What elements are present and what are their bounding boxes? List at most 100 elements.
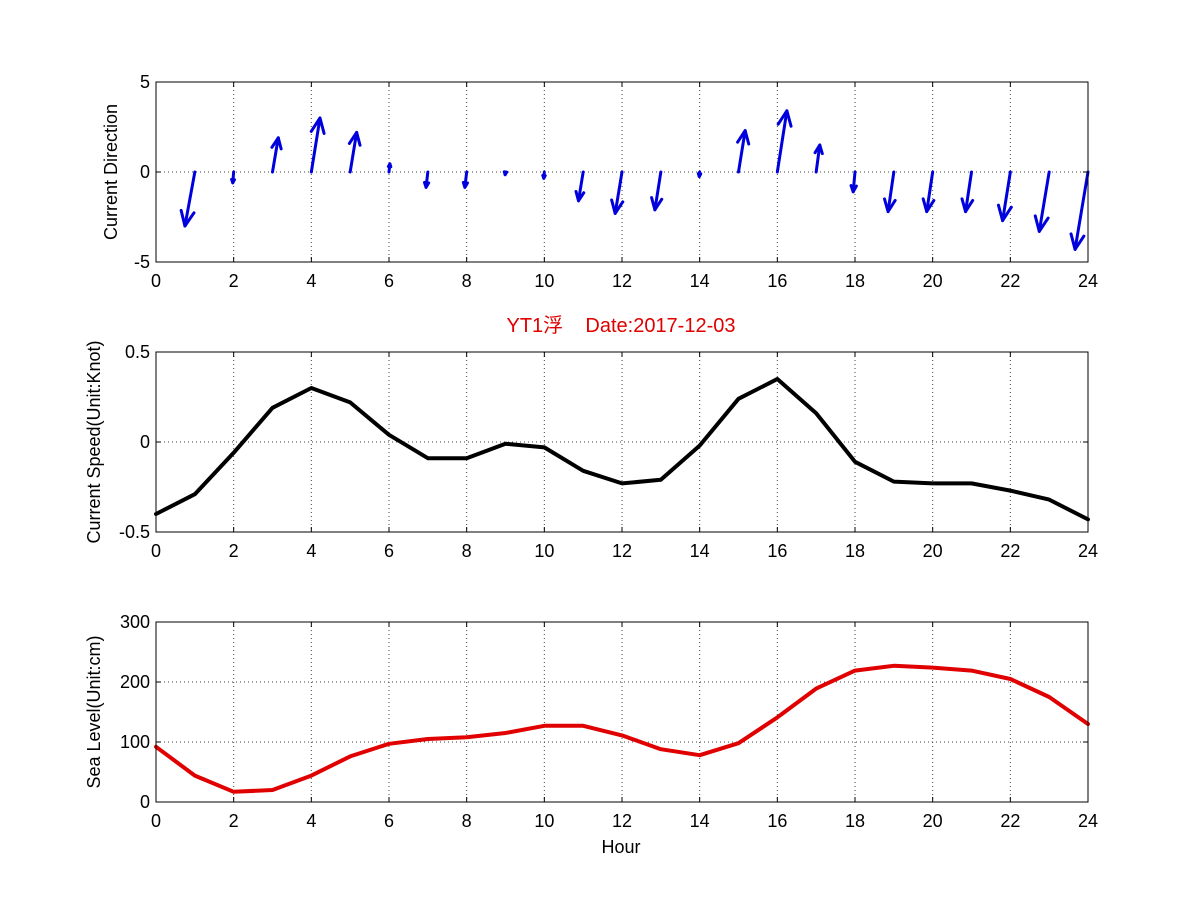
ylabel-sealevel: Sea Level(Unit:cm) bbox=[84, 635, 104, 788]
arrow-shaft bbox=[653, 170, 663, 212]
arrow-head bbox=[996, 203, 1013, 223]
arrow-head bbox=[960, 197, 975, 214]
quiver-arrow bbox=[960, 170, 975, 214]
quiver-arrow bbox=[996, 170, 1013, 223]
arrow-shaft bbox=[309, 116, 322, 174]
arrow-head bbox=[179, 208, 196, 228]
x-tick-label: 22 bbox=[1000, 811, 1020, 831]
y-tick-label: 0 bbox=[140, 432, 150, 452]
quiver-arrow bbox=[347, 130, 362, 174]
arrow-shaft bbox=[964, 170, 973, 214]
arrow-head bbox=[736, 129, 751, 146]
arrow-shaft bbox=[1037, 170, 1051, 233]
xlabel-hour: Hour bbox=[601, 837, 640, 857]
x-tick-label: 24 bbox=[1078, 811, 1098, 831]
y-tick-label: 300 bbox=[120, 612, 150, 632]
arrow-head bbox=[650, 196, 664, 212]
quiver-arrow bbox=[309, 116, 326, 174]
quiver-arrow bbox=[650, 170, 664, 212]
quiver-arrow bbox=[736, 129, 751, 174]
grid-sealevel bbox=[156, 622, 1088, 802]
quiver-arrow bbox=[461, 170, 469, 189]
quiver-arrow bbox=[696, 170, 703, 178]
quiver-arrow bbox=[775, 109, 793, 174]
x-tick-label: 10 bbox=[534, 271, 554, 291]
y-tick-label: 0.5 bbox=[125, 342, 150, 362]
arrow-shaft bbox=[925, 170, 935, 214]
x-tick-label: 24 bbox=[1078, 271, 1098, 291]
y-tick-label: -5 bbox=[134, 252, 150, 272]
x-tick-label: 8 bbox=[462, 811, 472, 831]
arrow-shaft bbox=[886, 170, 896, 214]
x-tick-label: 4 bbox=[306, 271, 316, 291]
arrow-head bbox=[849, 184, 858, 194]
x-tick-label: 10 bbox=[534, 541, 554, 561]
arrow-head bbox=[1033, 214, 1050, 233]
x-tick-label: 22 bbox=[1000, 541, 1020, 561]
quiver-arrow bbox=[610, 170, 625, 215]
x-tick-label: 16 bbox=[767, 811, 787, 831]
quiver-arrow bbox=[921, 170, 936, 214]
arrow-head bbox=[502, 170, 509, 177]
arrow-shaft bbox=[737, 129, 747, 174]
x-tick-label: 0 bbox=[151, 541, 161, 561]
arrow-head bbox=[423, 180, 431, 189]
arrow-head bbox=[386, 162, 393, 169]
x-tick-label: 6 bbox=[384, 811, 394, 831]
x-tick-label: 20 bbox=[923, 271, 943, 291]
arrow-head bbox=[347, 130, 362, 147]
x-tick-label: 14 bbox=[690, 541, 710, 561]
x-tick-label: 8 bbox=[462, 271, 472, 291]
quiver-vectors bbox=[179, 109, 1090, 251]
arrow-shaft bbox=[814, 143, 822, 174]
arrow-shaft bbox=[576, 170, 585, 203]
x-tick-label: 6 bbox=[384, 271, 394, 291]
arrow-head bbox=[541, 173, 547, 180]
arrow-shaft bbox=[613, 170, 624, 215]
arrow-shaft bbox=[183, 170, 197, 228]
arrow-shaft bbox=[775, 109, 789, 174]
arrow-head bbox=[574, 189, 586, 203]
arrow-head bbox=[461, 180, 469, 189]
arrow-head bbox=[309, 116, 326, 135]
figure-title: YT1浮 Date:2017-12-03 bbox=[506, 314, 735, 337]
quiver-arrow bbox=[813, 143, 824, 174]
arrow-head bbox=[813, 143, 824, 156]
arrow-head bbox=[270, 136, 283, 151]
x-tick-label: 0 bbox=[151, 271, 161, 291]
quiver-arrow bbox=[270, 136, 283, 174]
ylabel-direction: Current Direction bbox=[101, 104, 121, 240]
x-tick-label: 20 bbox=[923, 811, 943, 831]
arrow-head bbox=[776, 109, 793, 128]
x-tick-label: 2 bbox=[229, 271, 239, 291]
x-tick-label: 0 bbox=[151, 811, 161, 831]
current-speed-series bbox=[154, 377, 1090, 522]
y-tick-label: 0 bbox=[140, 162, 150, 182]
x-tick-label: 18 bbox=[845, 811, 865, 831]
quiver-arrow bbox=[502, 170, 509, 177]
x-tick-label: 18 bbox=[845, 271, 865, 291]
arrow-head bbox=[696, 172, 703, 178]
ylabel-speed: Current Speed(Unit:Knot) bbox=[84, 340, 104, 543]
y-tick-label: 0 bbox=[140, 792, 150, 812]
x-tick-label: 16 bbox=[767, 271, 787, 291]
arrow-head bbox=[882, 197, 897, 214]
x-tick-label: 18 bbox=[845, 541, 865, 561]
grid-speed bbox=[156, 352, 1088, 532]
x-tick-label: 4 bbox=[306, 541, 316, 561]
quiver-arrow bbox=[882, 170, 897, 214]
x-tick-label: 16 bbox=[767, 541, 787, 561]
y-tick-label: -0.5 bbox=[119, 522, 150, 542]
arrow-shaft bbox=[1073, 170, 1090, 251]
quiver-arrow bbox=[849, 170, 858, 194]
quiver-arrow bbox=[386, 162, 393, 174]
panel-current-speed: YT1浮 Date:2017-12-03 0 2 4 6 8 10 12 14 16 18 20 22… bbox=[84, 314, 1098, 561]
quiver-arrow bbox=[423, 170, 431, 189]
arrow-head bbox=[230, 177, 236, 185]
x-tick-label: 24 bbox=[1078, 541, 1098, 561]
arrow-shaft bbox=[348, 130, 359, 174]
x-tick-label: 2 bbox=[229, 811, 239, 831]
